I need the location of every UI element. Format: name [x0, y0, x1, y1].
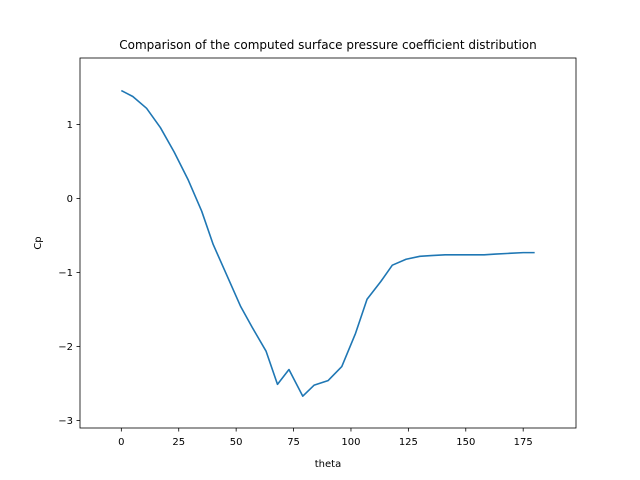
series-layer — [120, 89, 535, 397]
y-tick-label: 1 — [67, 120, 73, 131]
x-tick-label: 50 — [230, 437, 243, 448]
x-tick-label: 25 — [172, 437, 185, 448]
y-tick-label: −2 — [58, 342, 73, 353]
x-tick-label: 125 — [399, 437, 418, 448]
x-tick-label: 175 — [514, 437, 533, 448]
x-tick-label: 150 — [456, 437, 475, 448]
y-tick-label: −1 — [58, 268, 73, 279]
x-tick-label: 0 — [118, 437, 124, 448]
x-axis: 0 25 50 75 100 125 150 175 — [118, 428, 533, 448]
y-axis: −3 −2 −1 0 1 — [58, 120, 80, 427]
y-axis-label: Cp — [33, 236, 44, 249]
x-tick-label: 75 — [287, 437, 300, 448]
y-tick-label: −3 — [58, 416, 73, 427]
series-line — [120, 89, 535, 397]
x-axis-label: theta — [315, 459, 341, 470]
x-tick-label: 100 — [341, 437, 360, 448]
plot-area-frame — [79, 57, 577, 429]
y-tick-label: 0 — [67, 194, 73, 205]
chart-title: Comparison of the computed surface press… — [119, 38, 536, 52]
